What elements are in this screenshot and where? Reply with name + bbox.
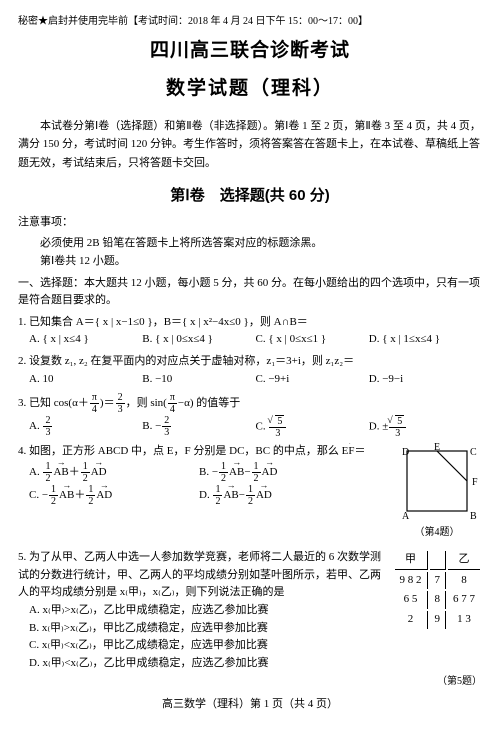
q1-opt-a: A. { x | x≤4 } — [29, 331, 142, 349]
question-2: 2. 设复数 z₁, z₂ 在复平面内的对应点关于虚轴对称，z₁＝3+i，则 z… — [18, 353, 482, 388]
intro-paragraph: 本试卷分第Ⅰ卷（选择题）和第Ⅱ卷（非选择题）。第Ⅰ卷 1 至 2 页，第Ⅱ卷 3… — [18, 117, 482, 173]
q2-opt-a: A. 10 — [29, 371, 142, 389]
question-4: A B C D E F （第4题） 4. 如图，正方形 ABCD 中，点 E，F… — [18, 443, 482, 545]
q4-opt-a: A. 12AB＋12AD — [29, 461, 199, 484]
question-3: 3. 已知 cos(α＋π4)＝23，则 sin(π4−α) 的值等于 A. 2… — [18, 392, 482, 439]
q2-opt-b: B. −10 — [142, 371, 255, 389]
notice-line-2: 第Ⅰ卷共 12 小题。 — [18, 253, 482, 271]
svg-text:F: F — [472, 477, 478, 488]
q4-caption: （第4题） — [392, 525, 482, 541]
q2-opt-d: D. −9−i — [369, 371, 482, 389]
q4-figure: A B C D E F （第4题） — [392, 443, 482, 541]
svg-text:D: D — [402, 447, 409, 458]
notice-label: 注意事项： — [18, 214, 482, 232]
q1-stem: 1. 已知集合 A＝{ x | x−1≤0 }，B＝{ x | x²−4x≤0 … — [18, 314, 482, 332]
q3-opt-c: C. 53 — [256, 415, 369, 439]
svg-text:C: C — [470, 447, 477, 458]
q3-opt-a: A. 23 — [29, 415, 142, 439]
choice-stem: 一、选择题：本大题共 12 小题，每小题 5 分，共 60 分。在每小题给出的四… — [18, 275, 482, 310]
q4-opt-c: C. −12AB＋12AD — [29, 484, 199, 507]
q2-stem: 2. 设复数 z₁, z₂ 在复平面内的对应点关于虚轴对称，z₁＝3+i，则 z… — [18, 353, 482, 371]
q4-opt-b: B. −12AB−12AD — [199, 461, 369, 484]
notice-line-1: 必须使用 2B 铅笔在答题卡上将所选答案对应的标题涂黑。 — [18, 235, 482, 253]
subject-title: 数学试题（理科） — [18, 74, 482, 104]
stem-leaf-plot: 甲乙 9 8 278 6 586 7 7 291 3 — [393, 549, 483, 630]
question-5: 甲乙 9 8 278 6 586 7 7 291 3 5. 为了从甲、乙两人中选… — [18, 549, 482, 690]
question-1: 1. 已知集合 A＝{ x | x−1≤0 }，B＝{ x | x²−4x≤0 … — [18, 314, 482, 349]
q5-caption: （第5题） — [18, 674, 482, 690]
q5-opt-c: C. x₍甲₎<x₍乙₎，甲比乙成绩稳定，应选甲参加比赛 — [29, 637, 482, 655]
section-1-title: 第Ⅰ卷 选择题(共 60 分) — [18, 184, 482, 208]
q3-opt-b: B. −23 — [142, 415, 255, 439]
confidential-line: 秘密★启封并使用完毕前【考试时间：2018 年 4 月 24 日下午 15：00… — [18, 14, 482, 30]
exam-title: 四川高三联合诊断考试 — [18, 36, 482, 66]
q4-square-svg: A B C D E F — [392, 443, 482, 523]
q1-opt-d: D. { x | 1≤x≤4 } — [369, 331, 482, 349]
q1-opt-b: B. { x | 0≤x≤4 } — [142, 331, 255, 349]
svg-text:A: A — [402, 511, 410, 522]
svg-text:B: B — [470, 511, 477, 522]
q4-opt-d: D. 12AB−12AD — [199, 484, 369, 507]
q3-opt-d: D. ±53 — [369, 415, 482, 439]
q3-stem: 3. 已知 cos(α＋π4)＝23，则 sin(π4−α) 的值等于 — [18, 392, 482, 415]
q5-opt-d: D. x₍甲₎<x₍乙₎，乙比甲成绩稳定，应选乙参加比赛 — [29, 655, 482, 673]
q2-opt-c: C. −9+i — [256, 371, 369, 389]
page-footer: 高三数学（理科）第 1 页（共 4 页） — [18, 696, 482, 714]
svg-text:E: E — [434, 443, 440, 453]
q1-opt-c: C. { x | 0≤x≤1 } — [256, 331, 369, 349]
